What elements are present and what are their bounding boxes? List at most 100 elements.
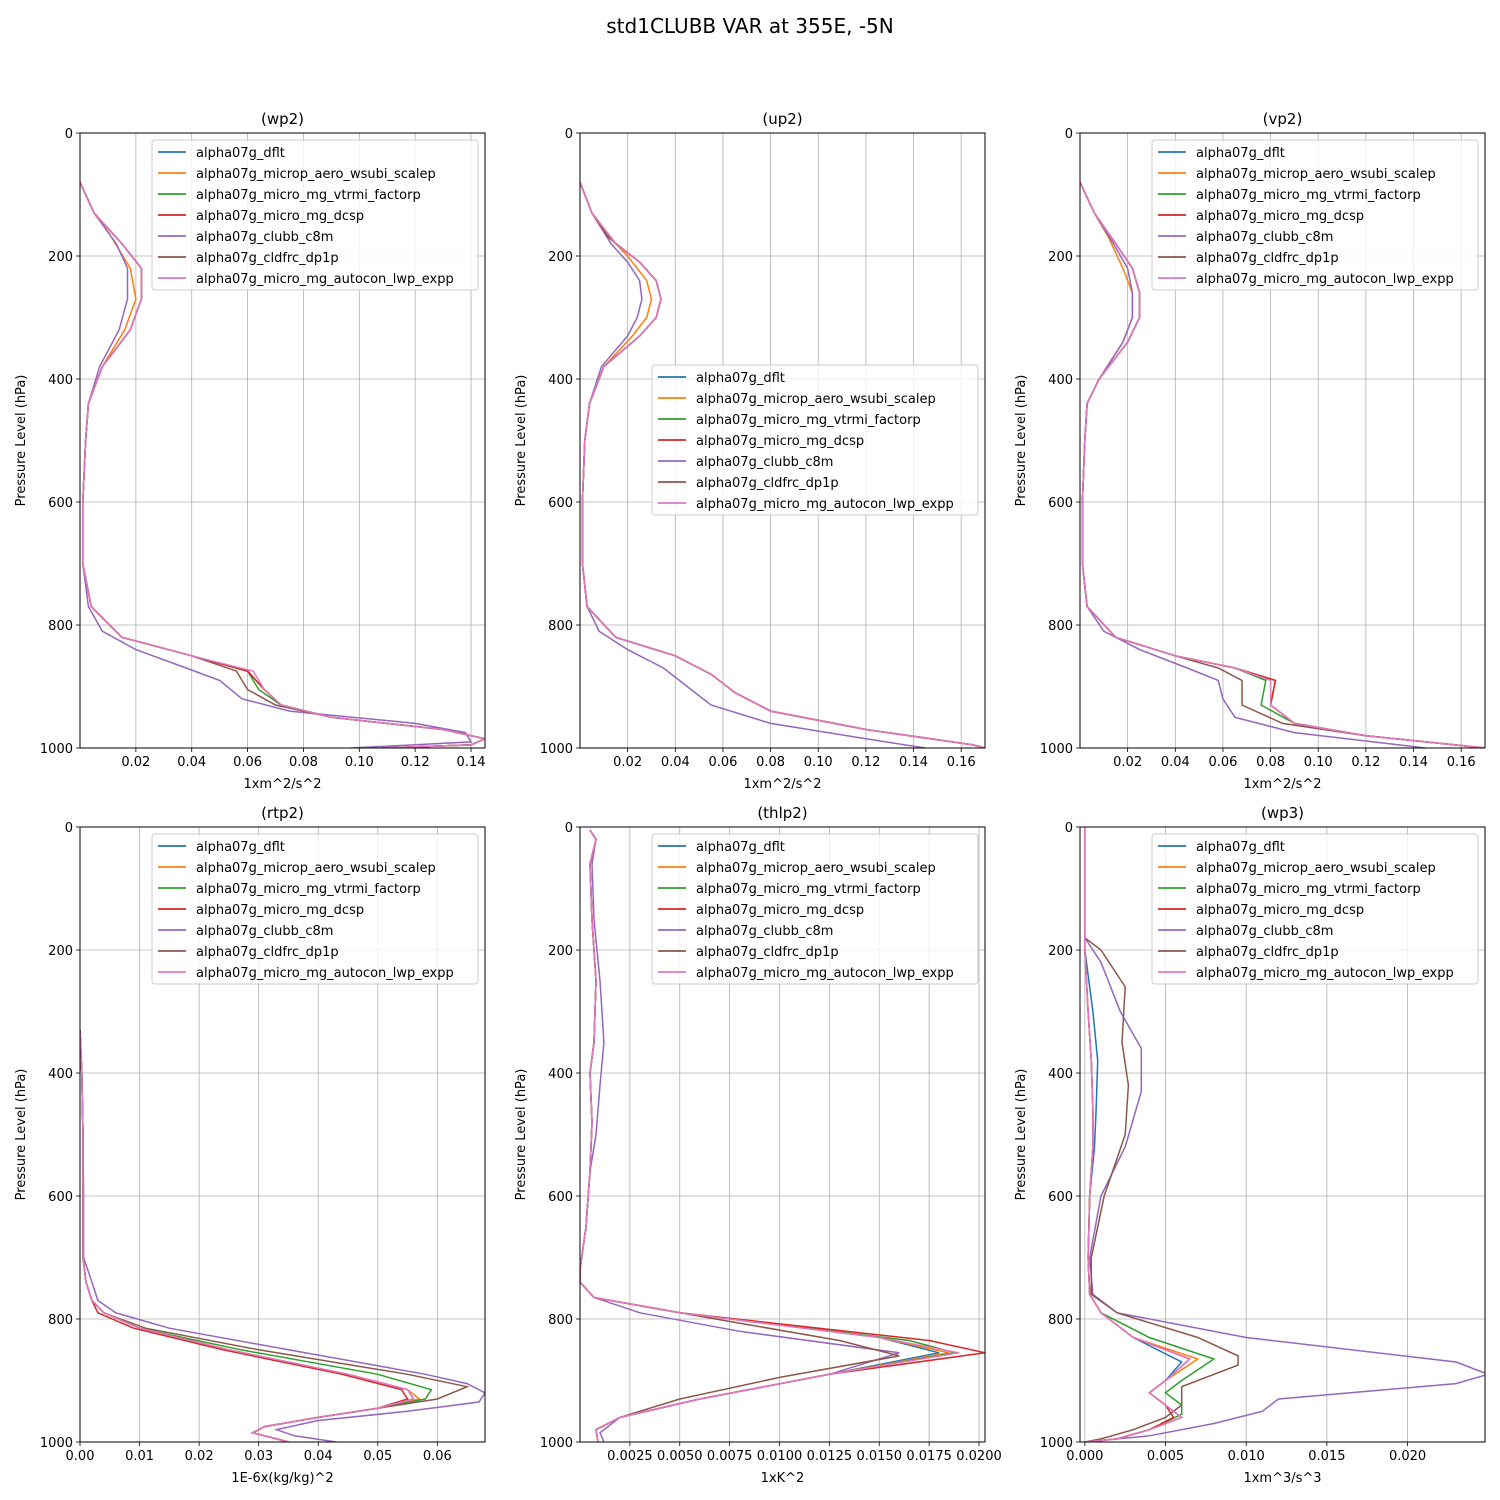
- legend-entry-label: alpha07g_cldfrc_dp1p: [1196, 251, 1339, 266]
- series-line-alpha07g_micro_mg_autocon_lwp_expp: [80, 181, 485, 748]
- y-axis-label: Pressure Level (hPa): [1014, 1069, 1029, 1201]
- y-tick-label: 400: [48, 373, 73, 388]
- series-line-alpha07g_micro_mg_autocon_lwp_expp: [580, 829, 960, 1442]
- x-tick-label: 0.06: [423, 1449, 452, 1464]
- x-tick-label: 0.16: [947, 755, 976, 770]
- y-tick-label: 800: [1048, 1313, 1073, 1328]
- legend-entry-label: alpha07g_clubb_c8m: [696, 924, 833, 939]
- legend-entry-label: alpha07g_micro_mg_autocon_lwp_expp: [1196, 272, 1454, 287]
- x-tick-label: 0.08: [756, 755, 785, 770]
- y-axis-label: Pressure Level (hPa): [1014, 375, 1029, 507]
- legend-entry-label: alpha07g_dflt: [696, 840, 785, 855]
- x-tick-label: 0.14: [1399, 755, 1428, 770]
- legend-entry-label: alpha07g_clubb_c8m: [196, 230, 333, 245]
- x-tick-label: 0.0175: [906, 1449, 952, 1464]
- y-tick-label: 0: [65, 127, 73, 142]
- legend-box: [151, 833, 479, 985]
- x-axis-label: 1E-6x(kg/kg)^2: [231, 1471, 333, 1486]
- y-tick-label: 600: [48, 1190, 73, 1205]
- x-tick-label: 0.0050: [657, 1449, 703, 1464]
- series-line-alpha07g_micro_mg_vtrmi_factorp: [80, 1029, 433, 1442]
- x-tick-label: 0.04: [661, 755, 690, 770]
- subplot-up2: 0.02 0.04 0.06 0.08 0.10 0.12 0.14 0.16 0 200 400 6…: [514, 110, 986, 792]
- series-line-alpha07g_clubb_c8m: [1084, 937, 1485, 1442]
- axes-frame: [79, 826, 486, 1443]
- y-tick-label: 0: [1065, 127, 1073, 142]
- x-tick-label: 0.010: [1228, 1449, 1265, 1464]
- series-line-alpha07g_micro_mg_autocon_lwp_expp: [580, 181, 985, 748]
- x-tick-label: 0.02: [1113, 755, 1142, 770]
- y-tick-label: 1000: [540, 1436, 573, 1451]
- x-tick-label: 0.10: [345, 755, 374, 770]
- y-tick-label: 400: [548, 373, 573, 388]
- figure-title: std1CLUBB VAR at 355E, -5N: [606, 14, 894, 38]
- legend-entry-label: alpha07g_micro_mg_vtrmi_factorp: [1196, 188, 1421, 203]
- series-line-alpha07g_micro_mg_autocon_lwp_expp: [1084, 827, 1192, 1442]
- x-tick-label: 0.01: [125, 1449, 154, 1464]
- x-tick-label: 0.02: [185, 1449, 214, 1464]
- x-tick-label: 0.03: [244, 1449, 273, 1464]
- y-tick-label: 1000: [1040, 742, 1073, 757]
- y-tick-label: 600: [548, 1190, 573, 1205]
- x-tick-label: 0.14: [457, 755, 486, 770]
- legend-entry-label: alpha07g_clubb_c8m: [1196, 924, 1333, 939]
- legend-entry-label: alpha07g_micro_mg_dcsp: [1196, 903, 1364, 918]
- x-tick-label: 0.04: [1161, 755, 1190, 770]
- legend-entry-label: alpha07g_dflt: [696, 371, 785, 386]
- x-tick-label: 0.005: [1147, 1449, 1184, 1464]
- legend-entry-label: alpha07g_cldfrc_dp1p: [696, 476, 839, 491]
- legend-entry-label: alpha07g_cldfrc_dp1p: [696, 945, 839, 960]
- legend-entry-label: alpha07g_microp_aero_wsubi_scalep: [1196, 861, 1436, 876]
- x-tick-label: 0.0100: [757, 1449, 803, 1464]
- legend-entry-label: alpha07g_clubb_c8m: [1196, 230, 1333, 245]
- y-tick-label: 0: [565, 127, 573, 142]
- legend-entry-label: alpha07g_micro_mg_vtrmi_factorp: [1196, 882, 1421, 897]
- y-tick-label: 1000: [540, 742, 573, 757]
- legend-entry-label: alpha07g_cldfrc_dp1p: [1196, 945, 1339, 960]
- legend-entry-label: alpha07g_dflt: [196, 840, 285, 855]
- y-tick-label: 200: [1048, 944, 1073, 959]
- x-axis-label: 1xK^2: [761, 1471, 805, 1486]
- axes-frame: [1079, 132, 1486, 749]
- x-tick-label: 0.02: [121, 755, 150, 770]
- y-tick-label: 600: [1048, 496, 1073, 511]
- x-axis-label: 1xm^2/s^2: [243, 777, 321, 792]
- legend-entry-label: alpha07g_microp_aero_wsubi_scalep: [696, 861, 936, 876]
- y-tick-label: 0: [565, 821, 573, 836]
- y-tick-label: 600: [1048, 1190, 1073, 1205]
- x-tick-label: 0.000: [1066, 1449, 1103, 1464]
- y-tick-label: 1000: [40, 1436, 73, 1451]
- y-tick-label: 200: [548, 944, 573, 959]
- y-tick-label: 0: [1065, 821, 1073, 836]
- legend-entry-label: alpha07g_cldfrc_dp1p: [196, 251, 339, 266]
- legend-entry-label: alpha07g_micro_mg_vtrmi_factorp: [196, 188, 421, 203]
- x-tick-label: 0.08: [1256, 755, 1285, 770]
- axes-frame: [79, 132, 486, 749]
- legend-entry-label: alpha07g_cldfrc_dp1p: [196, 945, 339, 960]
- series-line-alpha07g_micro_mg_autocon_lwp_expp: [80, 1029, 415, 1442]
- y-tick-label: 200: [48, 944, 73, 959]
- legend-entry-label: alpha07g_microp_aero_wsubi_scalep: [1196, 167, 1436, 182]
- legend: alpha07g_dflt alpha07g_microp_aero_wsubi_…: [651, 364, 979, 516]
- y-axis-label: Pressure Level (hPa): [14, 375, 29, 507]
- legend-entry-label: alpha07g_micro_mg_autocon_lwp_expp: [696, 497, 954, 512]
- legend-entry-label: alpha07g_micro_mg_autocon_lwp_expp: [196, 966, 454, 981]
- series-line-alpha07g_micro_mg_dcsp: [80, 1029, 409, 1442]
- legend-entry-label: alpha07g_micro_mg_autocon_lwp_expp: [196, 272, 454, 287]
- series-line-alpha07g_micro_mg_autocon_lwp_expp: [1080, 181, 1485, 748]
- y-axis-label: Pressure Level (hPa): [514, 375, 529, 507]
- legend-entry-label: alpha07g_micro_mg_autocon_lwp_expp: [696, 966, 954, 981]
- y-tick-label: 800: [548, 1313, 573, 1328]
- x-tick-label: 0.06: [708, 755, 737, 770]
- legend-entry-label: alpha07g_dflt: [1196, 146, 1285, 161]
- y-tick-label: 800: [48, 619, 73, 634]
- x-tick-label: 0.02: [613, 755, 642, 770]
- subplot-vp2: 0.02 0.04 0.06 0.08 0.10 0.12 0.14 0.16 0 200 400 6…: [1014, 110, 1486, 792]
- legend-entry-label: alpha07g_clubb_c8m: [696, 455, 833, 470]
- y-tick-label: 400: [1048, 373, 1073, 388]
- axes-frame: [579, 132, 986, 749]
- y-tick-label: 400: [548, 1067, 573, 1082]
- y-tick-label: 200: [48, 250, 73, 265]
- y-tick-label: 200: [1048, 250, 1073, 265]
- legend-entry-label: alpha07g_microp_aero_wsubi_scalep: [696, 392, 936, 407]
